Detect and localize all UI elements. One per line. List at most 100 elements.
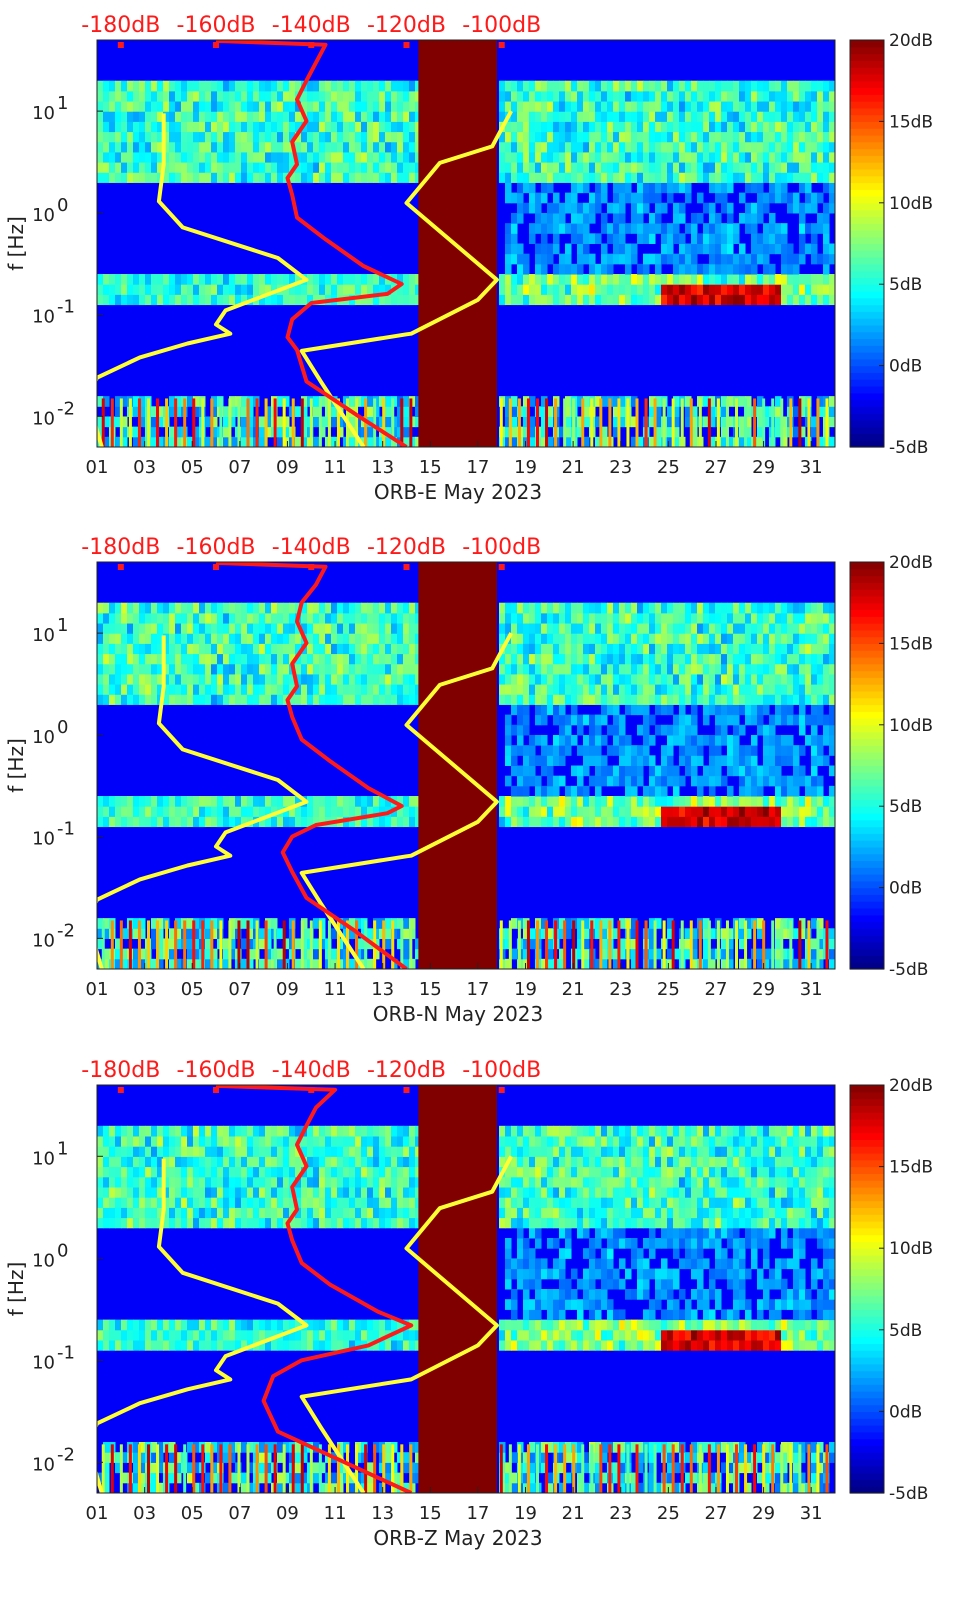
x-tick-label: 19 — [514, 1503, 537, 1524]
db-scale-marker — [308, 1087, 315, 1093]
db-scale-marker — [117, 42, 124, 48]
colorbar-label: 5dB — [889, 275, 922, 295]
x-tick-label: 11 — [324, 457, 347, 478]
noise-model-line-1 — [299, 632, 513, 969]
y-tick-label: 10 — [32, 727, 55, 748]
colorbar-label: 10dB — [889, 716, 933, 736]
y-axis-label: f [Hz] — [4, 216, 28, 271]
x-tick-label: 31 — [800, 1503, 823, 1524]
x-tick-label: 21 — [562, 1503, 585, 1524]
x-tick-label: 23 — [609, 1503, 632, 1524]
x-tick-label: 23 — [609, 979, 632, 1000]
noise-model-line-1 — [299, 1155, 513, 1493]
colorbar-label: 0dB — [889, 1402, 922, 1422]
db-scale-label: -180dB — [81, 1058, 160, 1083]
y-axis-label: f [Hz] — [4, 738, 28, 793]
colorbar: 20dB 15dB 10dB 5dB 0dB -5dB — [849, 1076, 933, 1504]
x-tick-label: 03 — [133, 457, 156, 478]
db-scale-label: -100dB — [462, 535, 541, 560]
x-tick-label: 29 — [752, 979, 775, 1000]
x-tick-label: 13 — [371, 979, 394, 1000]
colorbar-frame — [849, 39, 885, 448]
x-tick-label: 09 — [276, 457, 299, 478]
x-tick-label: 23 — [609, 457, 632, 478]
x-tick-label: 25 — [657, 979, 680, 1000]
colorbar-label: 5dB — [889, 797, 922, 817]
db-scale-label: -140dB — [272, 1058, 351, 1083]
noise-model-line-0 — [97, 1158, 309, 1493]
x-tick-label: 29 — [752, 457, 775, 478]
median-spectrum-line — [215, 40, 408, 447]
x-axis-label: ORB-N May 2023 — [373, 1002, 544, 1026]
x-tick-label: 17 — [466, 979, 489, 1000]
y-tick-label: 10 — [32, 625, 55, 646]
db-scale-label: -160dB — [177, 1058, 256, 1083]
x-tick-label: 03 — [133, 979, 156, 1000]
y-tick-exponent: -1 — [57, 297, 75, 318]
x-tick-label: 11 — [324, 979, 347, 1000]
x-tick-label: 31 — [800, 979, 823, 1000]
db-scale-marker — [213, 1087, 220, 1093]
y-tick-exponent: 0 — [57, 195, 68, 216]
median-spectrum-line — [215, 562, 408, 969]
db-scale-label: -120dB — [367, 1058, 446, 1083]
y-tick-label: 10 — [32, 1250, 55, 1271]
y-tick-label: 10 — [32, 829, 55, 850]
curves — [97, 1085, 513, 1493]
y-tick-exponent: 0 — [57, 1240, 68, 1261]
colorbar: 20dB 15dB 10dB 5dB 0dB -5dB — [849, 553, 933, 980]
noise-model-line-0 — [97, 635, 309, 969]
colorbar-label: 0dB — [889, 357, 922, 377]
colorbar-label: 10dB — [889, 1239, 933, 1259]
x-tick-label: 17 — [466, 1503, 489, 1524]
db-scale-marker — [498, 564, 505, 570]
db-scale-marker — [117, 1087, 124, 1093]
db-scale-label: -140dB — [272, 535, 351, 560]
colorbar-label: 0dB — [889, 879, 922, 899]
x-axis-label: ORB-E May 2023 — [374, 480, 542, 504]
x-tick-label: 19 — [514, 457, 537, 478]
noise-model-line-0 — [97, 113, 309, 447]
x-tick-label: 01 — [86, 979, 109, 1000]
db-scale-marker — [213, 564, 220, 570]
data-gap-block — [418, 562, 497, 969]
db-scale-label: -160dB — [177, 13, 256, 38]
colorbar-frame — [849, 1084, 885, 1494]
x-tick-label: 29 — [752, 1503, 775, 1524]
y-tick-label: 10 — [32, 1148, 55, 1169]
median-spectrum-line — [215, 1085, 414, 1493]
colorbar-label: 20dB — [889, 553, 933, 573]
plot-frame — [96, 39, 836, 448]
x-tick-label: 01 — [86, 1503, 109, 1524]
colorbar: 20dB 15dB 10dB 5dB 0dB -5dB — [849, 31, 933, 458]
y-tick-label: 10 — [32, 408, 55, 429]
db-scale-marker — [308, 564, 315, 570]
x-tick-label: 05 — [181, 979, 204, 1000]
x-tick-label: 19 — [514, 979, 537, 1000]
db-scale-marker — [498, 1087, 505, 1093]
x-tick-label: 21 — [562, 979, 585, 1000]
x-tick-label: 07 — [228, 1503, 251, 1524]
plot-frame — [96, 1084, 836, 1494]
x-tick-label: 03 — [133, 1503, 156, 1524]
x-tick-label: 09 — [276, 1503, 299, 1524]
db-scale-label: -160dB — [177, 535, 256, 560]
colorbar-frame — [849, 561, 885, 970]
colorbar-label: 20dB — [889, 31, 933, 51]
curves — [97, 40, 513, 447]
colorbar-label: 20dB — [889, 1076, 933, 1096]
x-tick-label: 15 — [419, 457, 442, 478]
x-tick-label: 07 — [228, 979, 251, 1000]
data-gap-block — [418, 1085, 497, 1493]
y-tick-exponent: 1 — [57, 93, 68, 114]
db-scale-label: -100dB — [462, 1058, 541, 1083]
x-axis-label: ORB-Z May 2023 — [373, 1526, 542, 1550]
x-tick-label: 13 — [371, 457, 394, 478]
x-tick-label: 13 — [371, 1503, 394, 1524]
colorbar-label: -5dB — [889, 960, 928, 980]
y-tick-label: 10 — [32, 1352, 55, 1373]
